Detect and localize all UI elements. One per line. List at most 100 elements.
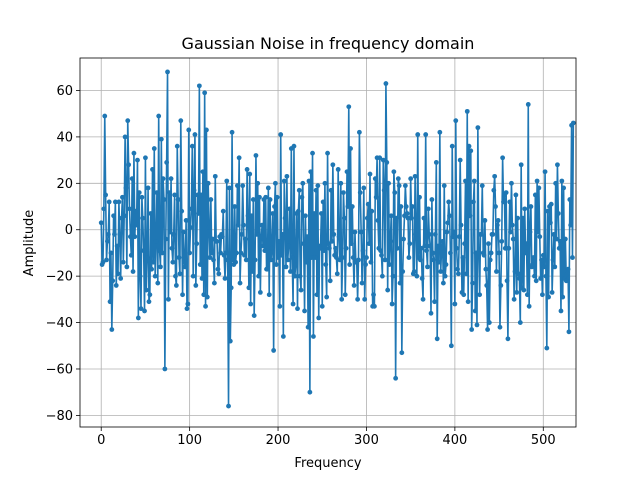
data-point [431,257,437,263]
y-tick-label: 60 [56,84,73,99]
data-point [248,301,254,307]
ticks: 0 100 200 300 400 500 −80 −60 −40 −20 0 20 40 60 [46,84,556,448]
data-point [491,187,497,193]
data-point [497,324,503,330]
data-point [555,211,561,216]
data-point [461,292,467,298]
data-point [419,276,425,281]
data-point [141,248,147,254]
data-point [194,241,200,247]
data-point [498,283,504,288]
data-point [397,280,403,286]
data-point [127,206,132,212]
data-point [162,366,168,372]
data-point [326,245,332,251]
data-point [469,327,475,332]
data-point [387,262,392,267]
data-point [109,327,115,332]
data-point [542,169,548,175]
data-point [179,208,185,214]
data-point [504,278,510,284]
data-point [234,183,240,189]
data-point [436,259,442,265]
data-point [227,185,232,191]
data-point [243,257,249,263]
data-point [212,173,218,179]
data-point [413,231,419,237]
data-point [339,296,345,302]
y-tick-label: 20 [56,177,73,192]
data-point [278,132,284,137]
data-point [276,238,282,244]
data-point [344,169,350,175]
data-point [307,389,313,395]
data-point [120,194,125,200]
data-point [468,148,474,154]
data-point [399,350,405,356]
data-point [433,231,438,237]
data-point [256,273,261,279]
data-point [164,160,170,165]
data-point [107,299,113,305]
x-tick-label: 100 [177,433,202,448]
data-point [271,348,277,353]
data-point [314,292,320,298]
data-point [253,153,259,158]
data-point [532,273,537,279]
data-point [241,222,246,228]
data-point [318,245,323,251]
data-point [195,192,200,198]
data-point [544,345,550,351]
data-point [564,271,570,277]
data-point [228,285,234,291]
data-point [451,229,457,235]
data-point [272,180,278,186]
data-point [103,192,109,198]
data-point [373,194,379,200]
data-point [570,255,575,260]
data-point [104,257,109,263]
data-point [441,183,447,189]
data-point [365,201,371,207]
data-point [458,222,464,228]
data-point [522,206,528,212]
data-point [566,329,572,335]
data-point [518,162,524,168]
data-point [409,215,414,221]
data-point [143,287,149,293]
data-point [429,197,435,202]
data-point [452,301,458,307]
data-point [209,250,215,256]
data-point [174,143,180,149]
data-point [137,273,143,279]
data-point [288,269,293,274]
data-point [296,187,302,193]
data-point [410,204,415,209]
data-point [180,292,185,298]
data-point [321,248,327,254]
data-point [378,248,384,254]
data-point [568,222,574,228]
data-point [175,197,181,202]
data-point [499,238,505,244]
data-point [386,180,391,186]
data-point [401,236,406,242]
data-point [183,218,189,223]
data-point [301,241,307,247]
data-point [222,276,228,281]
data-point [130,269,136,274]
data-point [379,252,384,258]
data-point [218,250,223,256]
data-point [406,255,412,260]
data-point [245,213,251,219]
data-point [220,208,226,214]
data-point [325,150,330,156]
data-point [507,199,513,205]
data-point [303,213,308,219]
data-point [368,259,374,265]
data-point [366,241,372,247]
data-point [347,262,353,267]
data-point [494,222,500,228]
data-point [192,132,198,137]
data-point [182,264,188,270]
